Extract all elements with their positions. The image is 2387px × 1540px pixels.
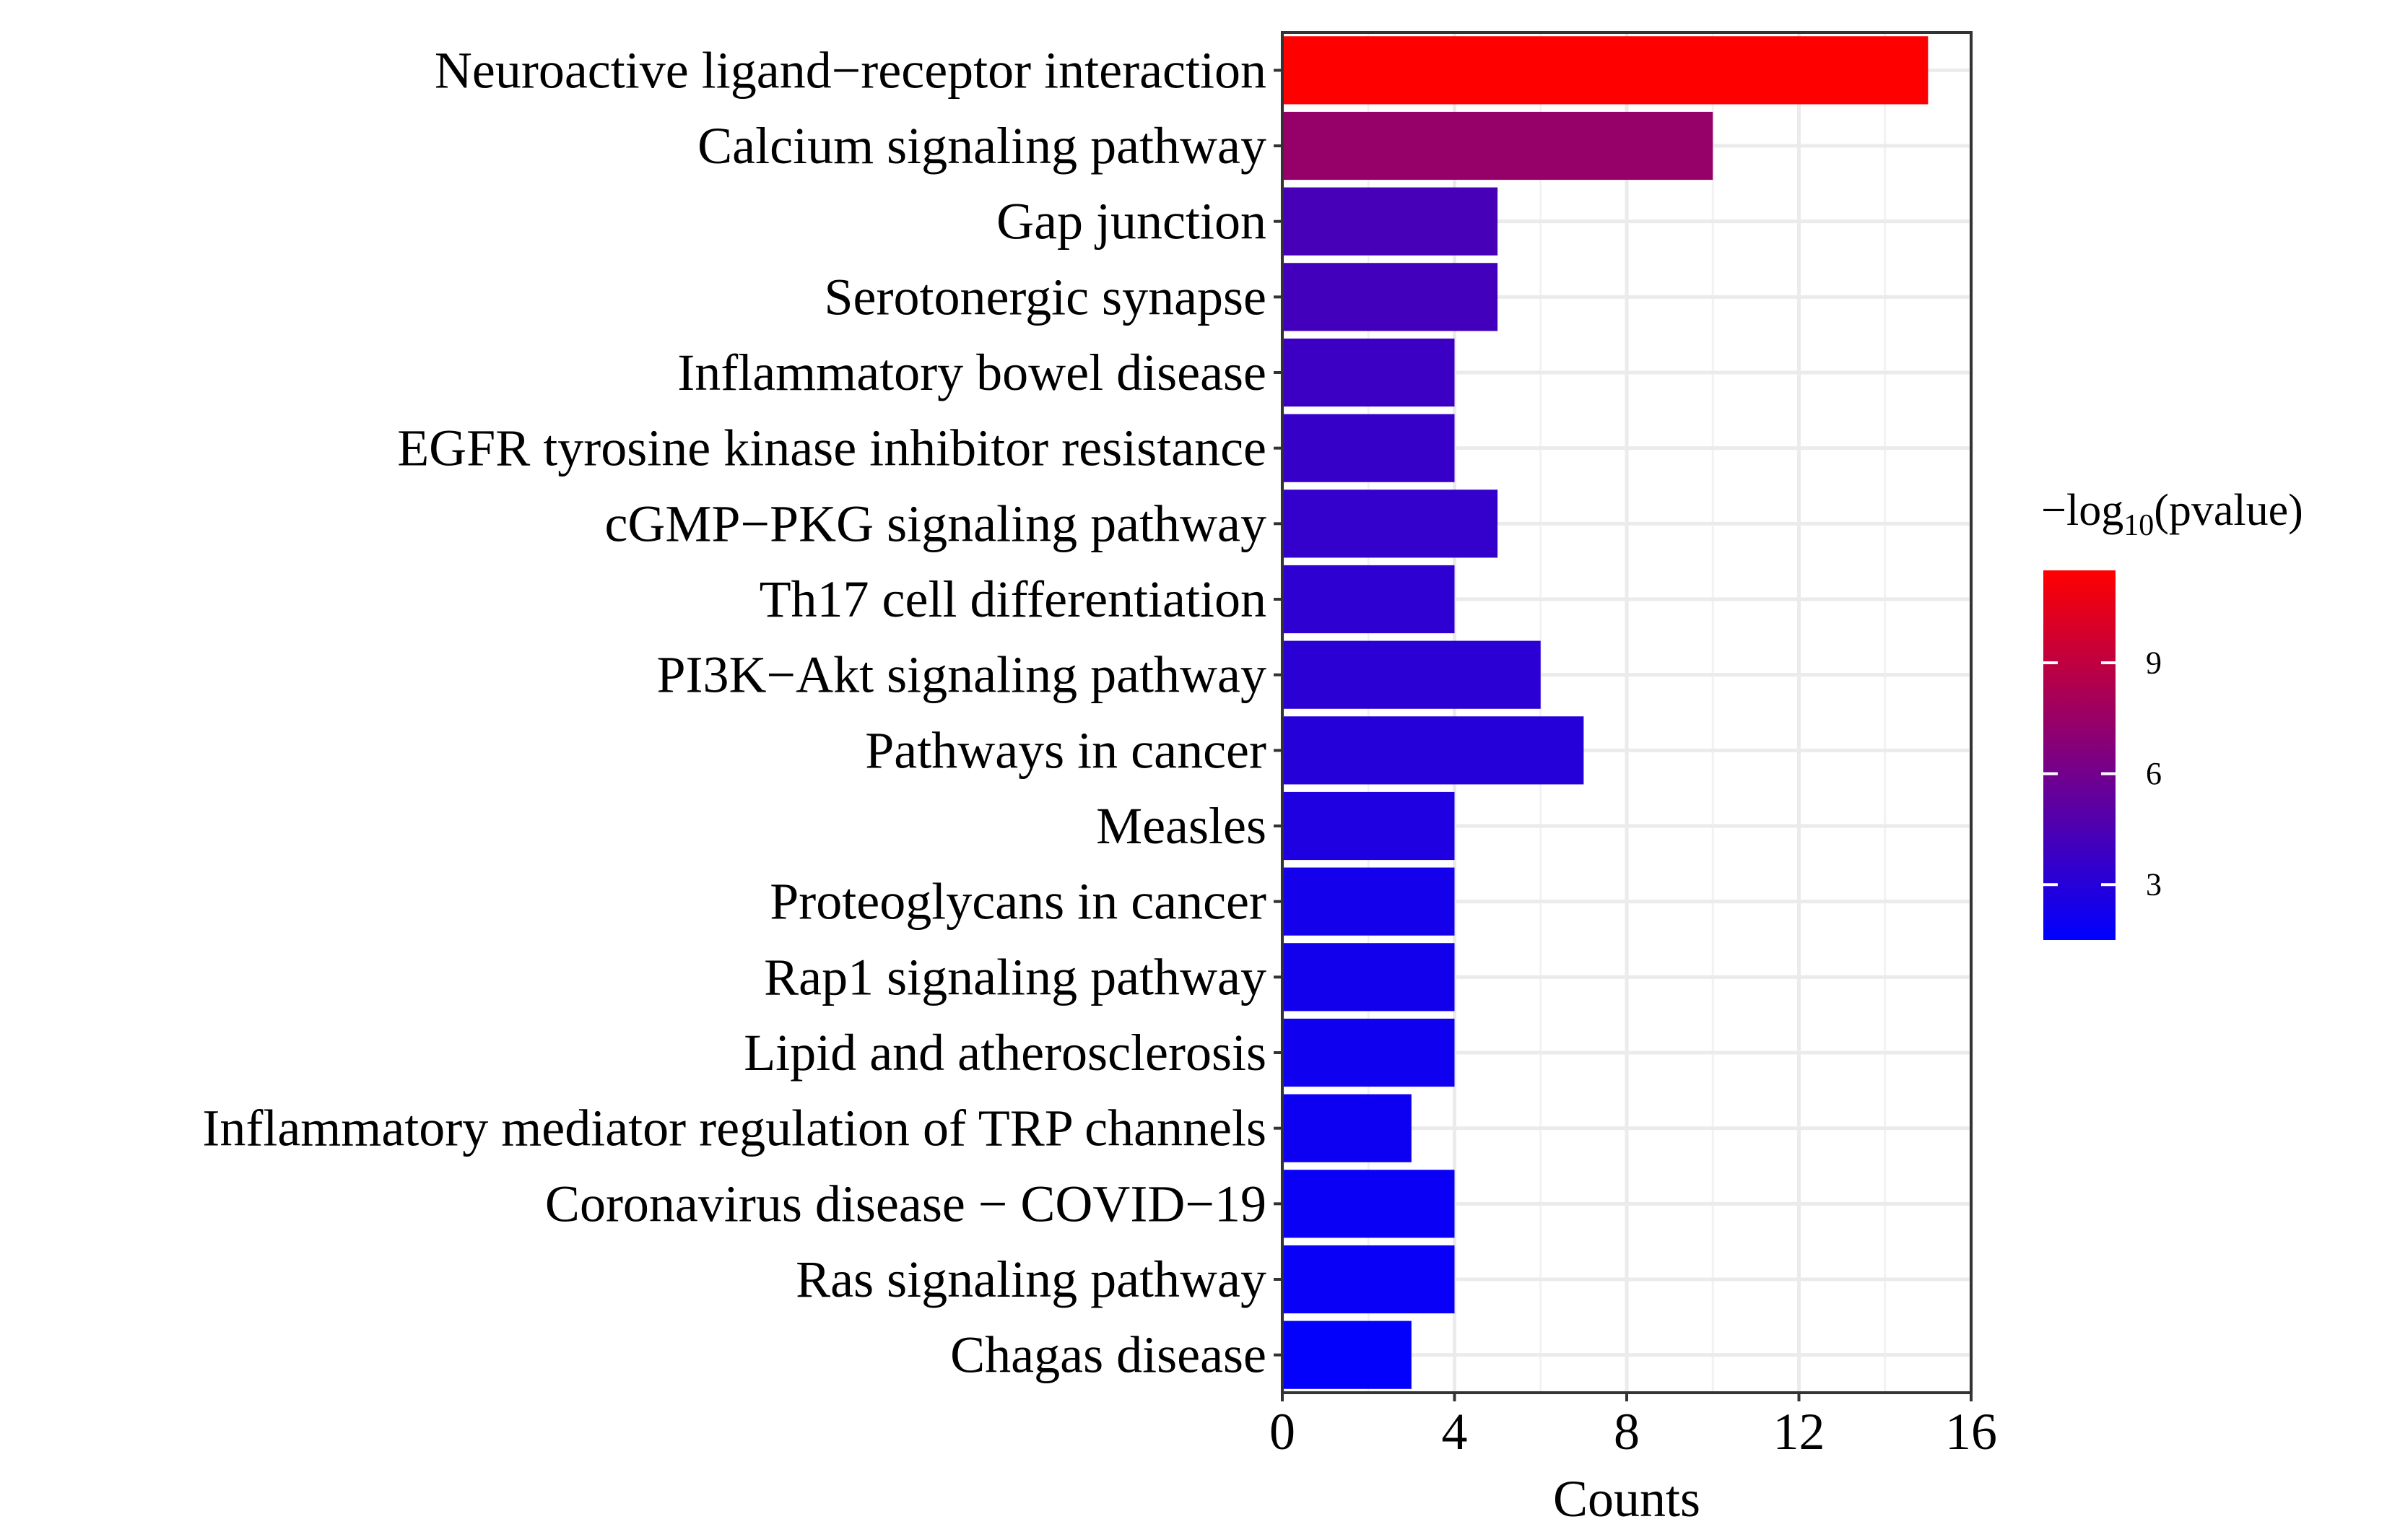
bar: [1282, 36, 1929, 105]
bar: [1282, 716, 1584, 785]
bar: [1282, 867, 1455, 936]
legend-ticks: 3 6 9: [2043, 645, 2162, 902]
category-label: Gap junction: [996, 193, 1266, 251]
category-label: Lipid and atherosclerosis: [744, 1024, 1266, 1082]
x-tick-label: 8: [1614, 1403, 1640, 1461]
bar: [1282, 1018, 1455, 1087]
bar: [1282, 1321, 1412, 1389]
x-tick-label: 12: [1773, 1403, 1825, 1461]
x-tick-label: 0: [1269, 1403, 1295, 1461]
x-axis-ticks: 0 4 8 12 16: [1269, 1393, 1997, 1461]
bar: [1282, 414, 1455, 482]
category-label: Coronavirus disease − COVID−19: [545, 1175, 1266, 1232]
bar: [1282, 1094, 1412, 1162]
bar: [1282, 1245, 1455, 1314]
legend-colorbar: [2043, 570, 2116, 940]
bar: [1282, 1170, 1455, 1238]
bar: [1282, 187, 1498, 256]
bar: [1282, 565, 1455, 634]
category-label: PI3K−Akt signaling pathway: [656, 646, 1266, 704]
category-label: Neuroactive ligand−receptor interaction: [435, 41, 1266, 99]
category-label: Measles: [1096, 797, 1266, 855]
category-label: Inflammatory bowel disease: [677, 344, 1266, 401]
bar: [1282, 263, 1498, 331]
x-axis-title: Counts: [1553, 1470, 1700, 1528]
category-label: Th17 cell differentiation: [760, 570, 1266, 628]
legend-tick-label: 9: [2146, 645, 2162, 681]
legend-tick-label: 3: [2146, 867, 2162, 902]
legend-title: −log10(pvalue): [2041, 486, 2303, 542]
x-tick-label: 16: [1945, 1403, 1997, 1461]
category-label: Calcium signaling pathway: [697, 117, 1266, 175]
bar: [1282, 640, 1541, 709]
bar: [1282, 791, 1455, 861]
category-label: EGFR tyrosine kinase inhibitor resistanc…: [397, 419, 1266, 477]
category-label: Ras signaling pathway: [796, 1250, 1266, 1308]
bar: [1282, 490, 1498, 558]
category-label: Inflammatory mediator regulation of TRP …: [202, 1100, 1266, 1157]
x-tick-label: 4: [1442, 1403, 1468, 1461]
category-label: Pathways in cancer: [865, 721, 1266, 779]
category-label: Rap1 signaling pathway: [764, 948, 1266, 1006]
bar: [1282, 111, 1713, 180]
bars: [1282, 36, 1929, 1389]
category-label: Serotonergic synapse: [824, 268, 1266, 326]
category-label: Chagas disease: [950, 1326, 1266, 1384]
category-label: cGMP−PKG signaling pathway: [604, 495, 1266, 552]
y-axis-ticks: Neuroactive ligand−receptor interaction C…: [202, 41, 1282, 1384]
bar: [1282, 338, 1455, 407]
category-label: Proteoglycans in cancer: [770, 873, 1266, 931]
bar: [1282, 943, 1455, 1012]
legend-tick-label: 6: [2146, 756, 2162, 791]
